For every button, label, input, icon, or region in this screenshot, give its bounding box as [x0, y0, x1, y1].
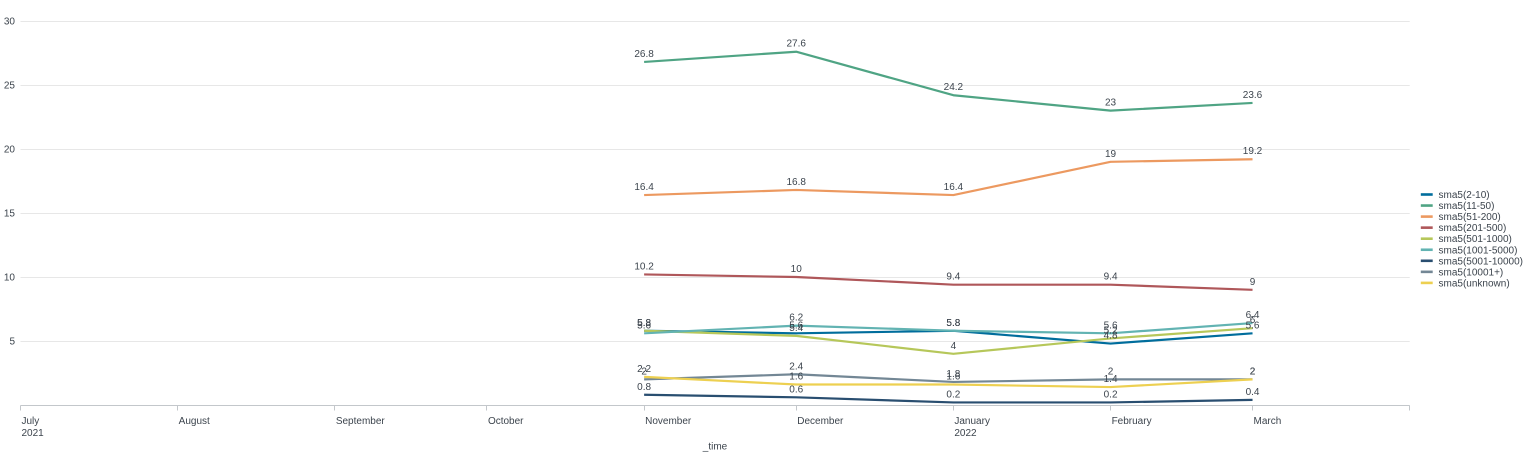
svg-text:30: 30	[4, 17, 16, 28]
svg-text:16.4: 16.4	[634, 182, 654, 193]
svg-text:1.6: 1.6	[946, 372, 960, 383]
svg-text:5.6: 5.6	[789, 320, 803, 331]
svg-text:sma5(5001-10000): sma5(5001-10000)	[1439, 256, 1524, 267]
svg-text:5.2: 5.2	[1104, 325, 1118, 336]
svg-text:9.4: 9.4	[946, 272, 960, 283]
svg-text:2: 2	[1250, 366, 1256, 377]
svg-text:9.4: 9.4	[1104, 272, 1118, 283]
svg-text:1.8: 1.8	[946, 369, 960, 380]
svg-text:5: 5	[9, 337, 15, 348]
svg-text:2021: 2021	[22, 428, 45, 439]
svg-text:2022: 2022	[954, 428, 977, 439]
svg-text:October: October	[488, 416, 524, 427]
svg-text:2: 2	[641, 366, 647, 377]
svg-text:4.8: 4.8	[1104, 331, 1118, 342]
svg-text:10: 10	[791, 264, 803, 275]
svg-text:_time: _time	[702, 442, 728, 453]
svg-text:sma5(2-10): sma5(2-10)	[1439, 190, 1490, 201]
svg-text:July: July	[22, 416, 40, 427]
svg-text:5.8: 5.8	[637, 318, 651, 329]
svg-text:1.4: 1.4	[1104, 374, 1118, 385]
svg-text:0.8: 0.8	[637, 382, 651, 393]
svg-text:sma5(501-1000): sma5(501-1000)	[1439, 234, 1512, 245]
svg-text:2.2: 2.2	[637, 364, 651, 375]
svg-text:5.8: 5.8	[637, 318, 651, 329]
svg-text:27.6: 27.6	[786, 39, 806, 50]
svg-text:4: 4	[951, 341, 957, 352]
svg-text:6.4: 6.4	[1246, 310, 1260, 321]
svg-text:23: 23	[1105, 98, 1117, 109]
svg-text:0.2: 0.2	[1104, 389, 1118, 400]
svg-text:2: 2	[1250, 366, 1256, 377]
svg-text:24.2: 24.2	[944, 82, 964, 93]
svg-text:December: December	[797, 416, 844, 427]
svg-text:November: November	[645, 416, 692, 427]
svg-text:15: 15	[4, 209, 16, 220]
svg-text:January: January	[954, 416, 990, 427]
svg-text:0.6: 0.6	[789, 384, 803, 395]
svg-text:5.8: 5.8	[946, 318, 960, 329]
svg-text:March: March	[1254, 416, 1282, 427]
svg-text:sma5(unknown): sma5(unknown)	[1439, 278, 1510, 289]
svg-text:sma5(11-50): sma5(11-50)	[1439, 201, 1495, 212]
svg-text:sma5(1001-5000): sma5(1001-5000)	[1439, 245, 1518, 256]
svg-text:sma5(201-500): sma5(201-500)	[1439, 223, 1507, 234]
svg-text:6: 6	[1250, 315, 1256, 326]
svg-text:sma5(51-200): sma5(51-200)	[1439, 212, 1501, 223]
svg-text:26.8: 26.8	[634, 49, 654, 60]
svg-text:19: 19	[1105, 149, 1117, 160]
svg-text:20: 20	[4, 145, 16, 156]
svg-text:19.2: 19.2	[1243, 146, 1263, 157]
svg-text:10: 10	[4, 273, 16, 284]
svg-text:5.6: 5.6	[1246, 320, 1260, 331]
svg-text:16.4: 16.4	[944, 182, 964, 193]
svg-text:2: 2	[1108, 366, 1114, 377]
svg-text:August: August	[179, 416, 210, 427]
svg-text:5.6: 5.6	[1104, 320, 1118, 331]
svg-text:10.2: 10.2	[634, 261, 654, 272]
svg-text:February: February	[1112, 416, 1152, 427]
svg-text:5.4: 5.4	[789, 323, 803, 334]
svg-text:9: 9	[1250, 277, 1256, 288]
svg-text:1.6: 1.6	[789, 372, 803, 383]
svg-text:23.6: 23.6	[1243, 90, 1263, 101]
svg-text:5.8: 5.8	[946, 318, 960, 329]
svg-text:6.2: 6.2	[789, 313, 803, 324]
svg-text:25: 25	[4, 81, 16, 92]
svg-text:2.4: 2.4	[789, 361, 803, 372]
svg-text:5.6: 5.6	[637, 320, 651, 331]
svg-text:September: September	[336, 416, 386, 427]
svg-text:16.8: 16.8	[786, 177, 806, 188]
svg-text:0.2: 0.2	[946, 389, 960, 400]
svg-text:0.4: 0.4	[1246, 387, 1260, 398]
svg-text:sma5(10001+): sma5(10001+)	[1439, 267, 1504, 278]
